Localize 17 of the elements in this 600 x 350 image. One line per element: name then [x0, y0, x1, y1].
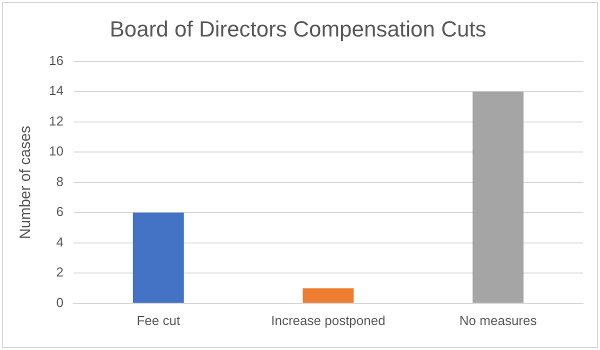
- y-tick-label: 0: [56, 294, 64, 310]
- y-tick-label: 8: [56, 174, 64, 189]
- y-tick-label: 10: [48, 144, 64, 159]
- y-tick-label: 2: [56, 264, 64, 280]
- y-tick-label: 12: [48, 113, 64, 128]
- y-axis-title: Number of cases: [17, 126, 34, 240]
- y-tick-label: 14: [48, 83, 64, 98]
- y-tick-label: 6: [56, 204, 64, 220]
- x-tick-label: Increase postponed: [271, 312, 386, 328]
- bar: [472, 92, 524, 303]
- y-tick-label: 16: [48, 52, 64, 68]
- x-tick-label: Fee cut: [136, 312, 180, 328]
- bar: [132, 212, 184, 303]
- chart-title: Board of Directors Compensation Cuts: [110, 16, 486, 42]
- bar: [302, 288, 354, 303]
- y-tick-label: 4: [56, 234, 64, 250]
- x-tick-label: No measures: [459, 312, 538, 328]
